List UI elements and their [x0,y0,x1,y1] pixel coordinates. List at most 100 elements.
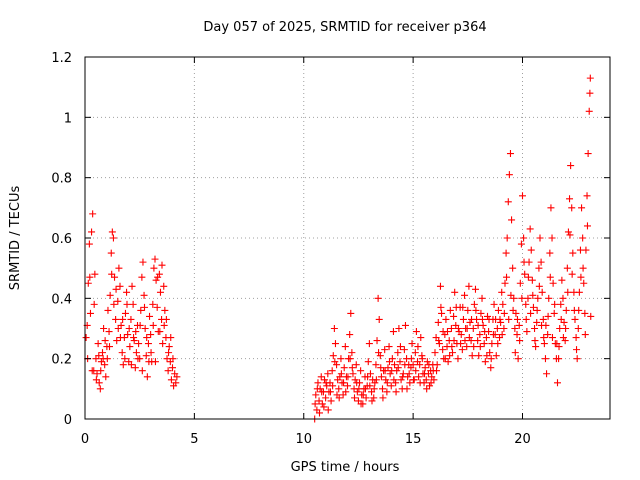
data-point-marker [536,234,544,242]
data-point-marker [144,340,152,348]
data-point-marker [103,355,111,363]
data-point-marker [371,379,379,387]
data-point-marker [159,340,167,348]
data-point-marker [548,334,556,342]
data-point-marker [488,340,496,348]
data-point-marker [365,340,373,348]
data-point-marker [131,364,139,372]
data-point-marker [97,367,105,375]
data-point-marker [311,400,319,408]
data-point-marker [329,382,337,390]
data-point-marker [502,249,510,257]
data-point-marker [531,325,539,332]
data-point-marker [501,279,509,287]
data-point-marker [316,409,323,417]
data-point-marker [84,279,92,287]
data-point-marker [511,349,519,357]
data-point-marker [500,325,508,332]
data-point-marker [554,379,561,387]
data-point-marker [139,258,147,266]
data-point-marker [459,303,467,311]
data-point-marker [312,391,320,399]
data-point-marker [99,349,106,357]
data-point-marker [418,355,426,363]
data-point-marker [470,343,478,351]
data-point-marker [114,297,122,305]
data-point-marker [520,258,528,266]
data-point-marker [427,379,435,387]
data-point-marker [110,300,118,308]
data-point-marker [114,325,122,332]
data-point-marker [522,300,530,308]
data-point-marker [328,367,336,375]
data-point-marker [414,343,422,351]
data-point-marker [526,225,534,233]
data-point-marker [318,400,326,408]
data-point-marker [524,294,532,302]
data-point-marker [442,315,450,323]
data-point-marker [86,273,94,281]
data-point-marker [446,352,454,360]
data-point-marker [172,379,180,387]
data-point-marker [151,358,159,366]
data-point-marker [535,264,543,272]
data-point-marker [331,340,339,348]
data-point-marker [391,361,399,369]
data-point-marker [112,315,120,323]
data-point-marker [522,315,530,323]
data-point-marker [141,325,149,332]
data-point-marker [484,312,491,320]
data-point-marker [353,379,361,387]
x-tick-label: 10 [295,432,312,447]
data-point-marker [400,346,408,354]
data-point-marker [562,325,570,332]
data-point-marker [521,270,529,278]
data-point-marker [457,340,465,348]
data-point-marker [519,192,526,200]
data-point-marker [137,306,145,314]
data-point-marker [537,258,545,266]
data-point-marker [127,315,135,323]
data-point-marker [141,303,148,311]
data-point-marker [145,358,153,366]
data-point-marker [382,376,390,384]
data-point-marker [518,294,526,302]
data-point-marker [322,379,330,387]
data-point-marker [417,334,425,342]
data-point-marker [425,361,433,369]
data-point-marker [487,364,495,372]
data-point-marker [580,279,588,287]
data-point-marker [394,364,402,372]
data-point-marker [154,273,162,281]
data-point-marker [497,318,505,326]
data-point-marker [123,300,131,308]
data-point-marker [492,352,500,360]
data-point-marker [155,270,163,278]
data-point-marker [478,294,486,302]
data-point-marker [564,288,572,296]
data-point-marker [167,376,175,384]
data-point-marker [377,364,385,372]
data-point-marker [503,234,511,242]
data-point-marker [108,270,116,278]
data-point-marker [571,315,579,323]
y-tick-label: 0.8 [51,172,72,187]
data-point-marker [556,325,564,332]
data-point-marker [416,379,424,387]
data-point-marker [121,355,129,363]
data-point-marker [543,370,551,378]
data-point-marker [412,328,420,336]
data-point-marker [498,331,506,339]
data-point-marker [505,315,513,323]
data-point-marker [88,228,96,236]
data-point-marker [317,373,325,381]
data-point-marker [527,246,535,254]
data-point-marker [364,373,372,381]
data-point-marker [82,334,90,342]
data-point-marker [163,355,171,363]
data-point-marker [101,361,109,369]
data-point-marker [330,325,338,332]
data-point-marker [143,373,151,381]
data-point-marker [573,346,581,354]
data-point-marker [551,300,559,308]
